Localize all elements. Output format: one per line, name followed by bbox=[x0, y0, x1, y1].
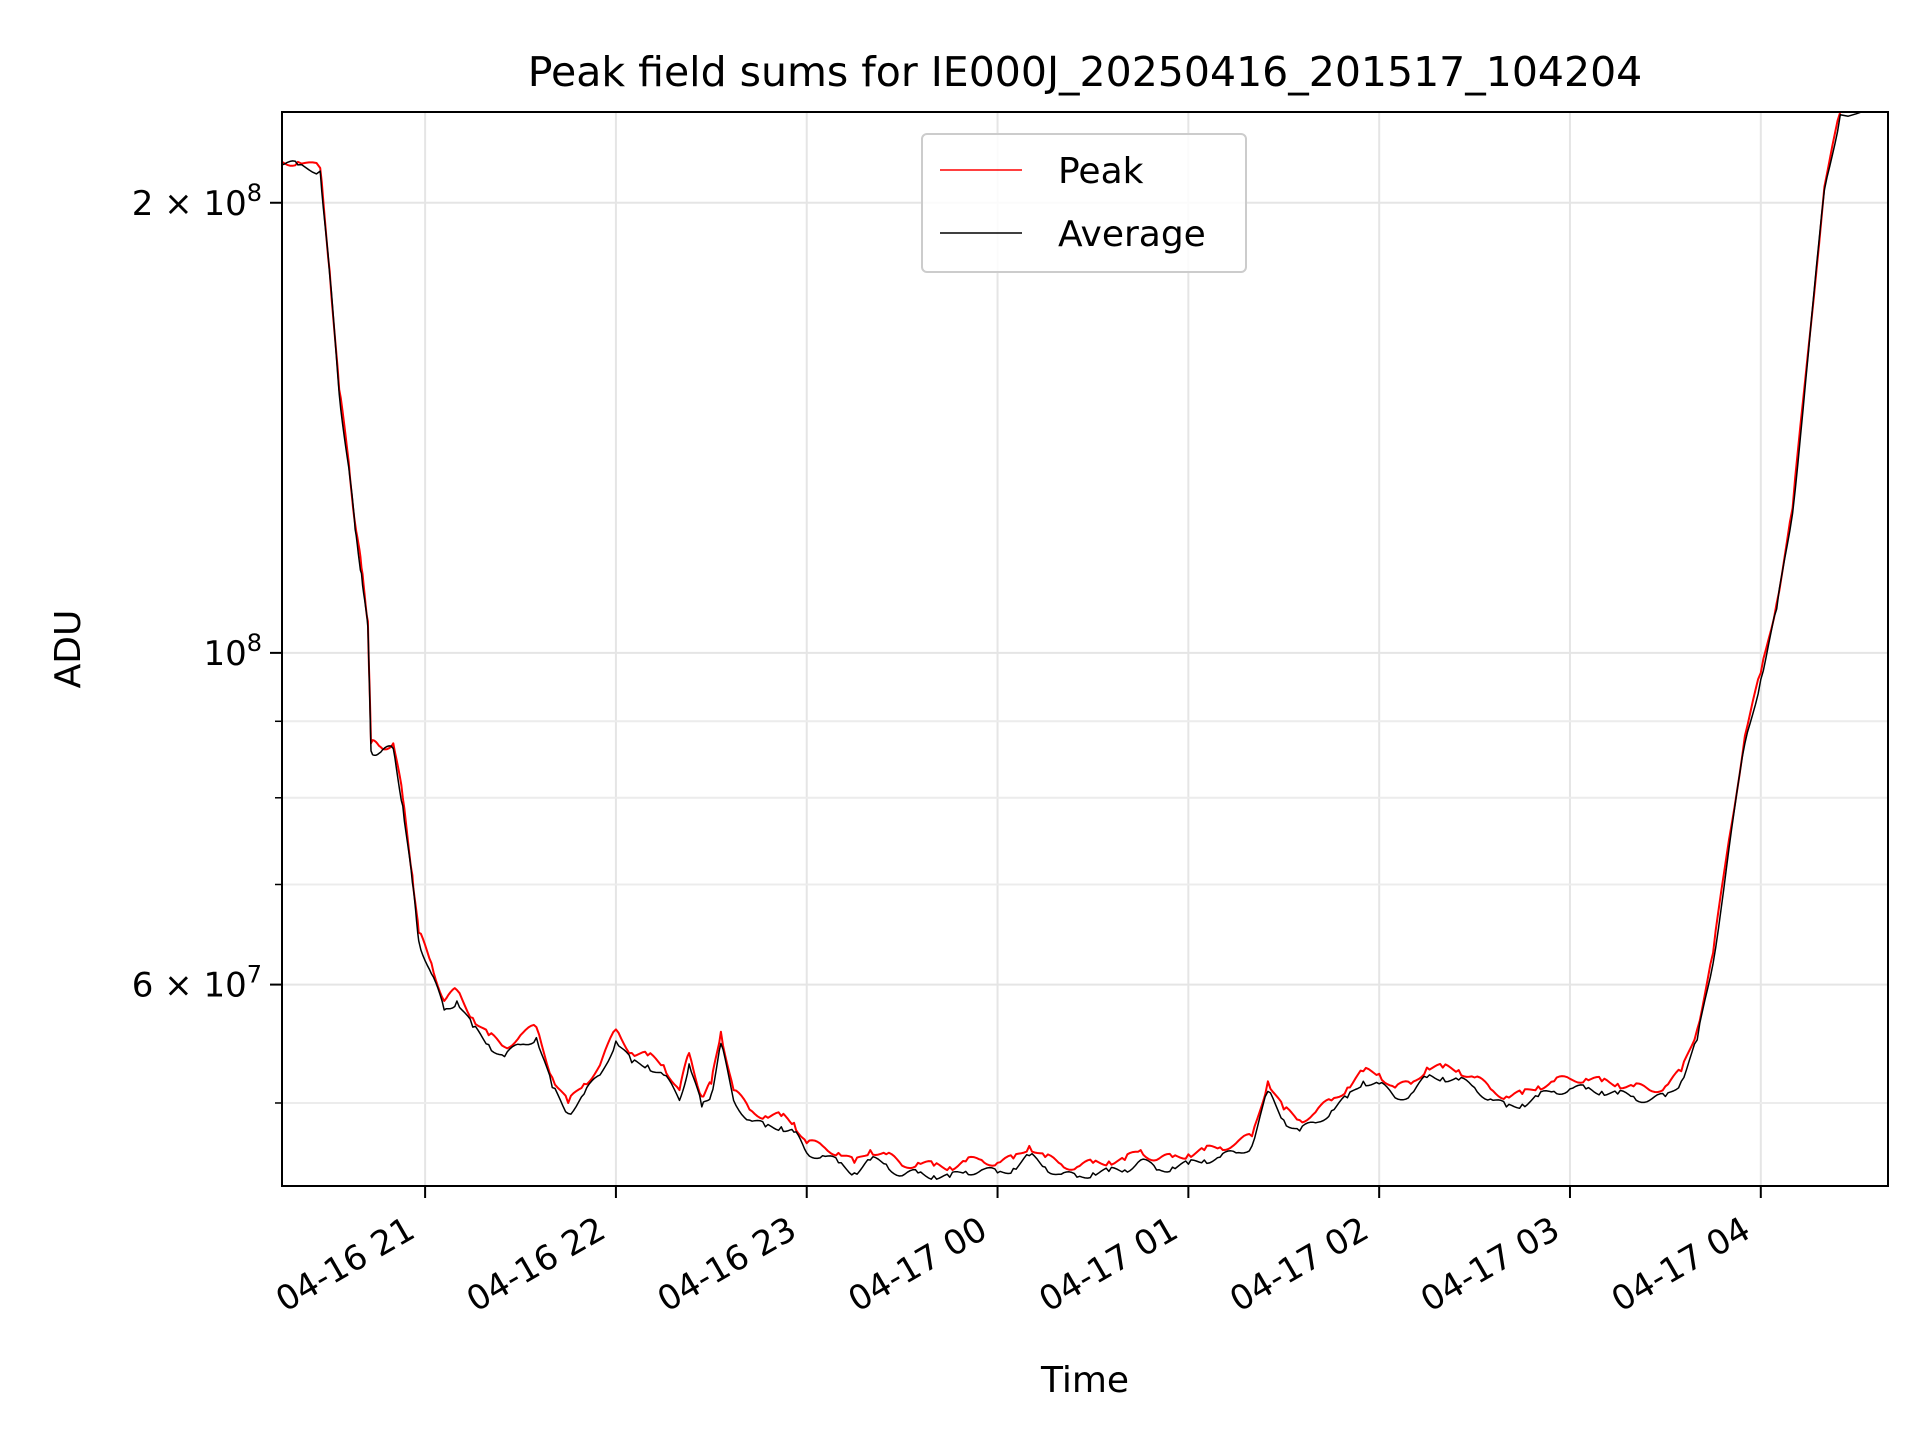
series-lines bbox=[282, 112, 1881, 1180]
legend-box bbox=[921, 133, 1247, 273]
x-axis-label: Time bbox=[1040, 1360, 1129, 1401]
legend-label-average: Average bbox=[1058, 214, 1206, 255]
plot-frame bbox=[281, 111, 1889, 1187]
x-tick-label: 04-16 23 bbox=[651, 1209, 803, 1320]
x-tick-label: 04-16 21 bbox=[269, 1209, 421, 1320]
x-tick-label: 04-17 02 bbox=[1223, 1209, 1375, 1320]
x-tick-label: 04-17 00 bbox=[842, 1209, 994, 1320]
chart-title: Peak field sums for IE000J_20250416_2015… bbox=[528, 48, 1643, 96]
series-line-peak bbox=[282, 112, 1881, 1172]
axis-ticks: 04-16 21 04-16 22 04-16 23 04-17 00 04-17 01… bbox=[132, 179, 1762, 1320]
series-line-average bbox=[282, 112, 1864, 1180]
grid bbox=[282, 112, 1888, 1186]
x-tick-label: 04-16 22 bbox=[460, 1209, 612, 1320]
y-tick-label: 6 × 107 bbox=[132, 961, 262, 1006]
y-tick-label: 2 × 108 bbox=[132, 179, 262, 224]
legend-label-peak: Peak bbox=[1058, 151, 1144, 192]
x-tick-label: 04-17 01 bbox=[1032, 1209, 1184, 1320]
y-tick-label: 108 bbox=[203, 629, 262, 674]
y-axis-label: ADU bbox=[48, 610, 89, 689]
x-tick-label: 04-17 04 bbox=[1605, 1209, 1757, 1320]
legend: Peak Average bbox=[921, 133, 1247, 273]
x-tick-label: 04-17 03 bbox=[1414, 1209, 1566, 1320]
